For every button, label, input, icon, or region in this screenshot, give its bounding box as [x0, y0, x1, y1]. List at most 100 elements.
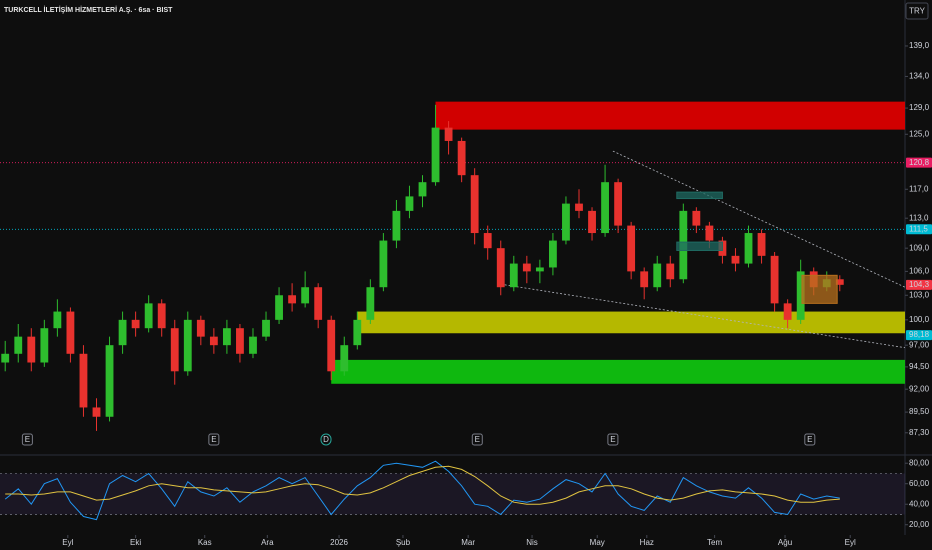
candle-body	[601, 182, 609, 234]
y-tick-label: 40,00	[909, 499, 930, 508]
candle-body	[53, 311, 62, 329]
candle-body	[131, 319, 140, 329]
candle-body	[340, 345, 349, 372]
candle-body	[835, 279, 844, 285]
candle-body	[118, 319, 127, 346]
candle-body	[27, 336, 36, 363]
x-tick-label: Haz	[640, 538, 654, 547]
candle-body	[196, 319, 205, 337]
y-tick-label: 125,0	[909, 129, 930, 138]
x-tick-label: Mar	[461, 538, 475, 547]
event-marker	[21, 433, 33, 446]
candle-body	[783, 303, 792, 320]
candle-body	[379, 240, 388, 288]
event-label: E	[211, 435, 216, 444]
candle-body	[692, 210, 701, 226]
candle-body	[105, 345, 114, 417]
candle-body	[457, 140, 466, 176]
candle-body	[535, 267, 544, 272]
x-tick-label: Kas	[198, 538, 212, 547]
candle-body	[353, 319, 362, 346]
candle-body	[301, 287, 310, 304]
candle-body	[183, 319, 192, 372]
zone	[435, 101, 905, 130]
rsi-line	[5, 465, 840, 505]
x-tick-label: May	[590, 538, 605, 547]
candle-body	[562, 203, 570, 241]
price-badge-label: 120,8	[909, 158, 930, 167]
trend-line	[612, 150, 906, 288]
price-badge	[906, 330, 932, 341]
event-marker	[804, 433, 816, 446]
candle-body	[249, 336, 257, 354]
currency-label[interactable]: TRY	[909, 7, 926, 16]
candle-body	[431, 127, 440, 183]
y-tick-label: 139,0	[909, 41, 930, 50]
candle-body	[418, 182, 427, 197]
candle-body	[392, 210, 401, 241]
candle-body	[14, 336, 23, 354]
candle-body	[666, 263, 675, 280]
candle-body	[575, 203, 583, 211]
currency-button[interactable]	[905, 2, 929, 20]
candle-body	[770, 255, 779, 304]
candle-body	[731, 255, 740, 264]
candle-body	[627, 225, 636, 272]
rsi-line	[4, 460, 840, 521]
event-marker	[471, 433, 483, 446]
y-tick-label: 94,50	[909, 362, 930, 371]
price-badge	[906, 279, 932, 290]
candle-body	[405, 196, 414, 211]
event-label: E	[807, 435, 812, 444]
y-tick-label: 103,0	[909, 290, 930, 299]
candle-body	[744, 233, 753, 264]
x-tick-label: Ağu	[778, 538, 792, 547]
candle-body	[236, 328, 244, 354]
candle-body	[92, 407, 101, 417]
box	[801, 274, 838, 304]
x-tick-label: 2026	[330, 538, 348, 547]
candle-body	[144, 303, 153, 329]
candle-body	[327, 319, 336, 372]
event-label: E	[25, 435, 30, 444]
candle-body	[79, 353, 88, 408]
candle-body	[444, 127, 453, 141]
candle-body	[157, 303, 166, 329]
y-tick-label: 92,00	[909, 384, 930, 393]
y-tick-label: 80,00	[909, 458, 930, 467]
y-tick-label: 106,0	[909, 266, 930, 275]
candle-body	[66, 311, 75, 354]
zone	[331, 359, 905, 384]
y-tick-label: 89,50	[909, 407, 930, 416]
candle-body	[653, 263, 662, 288]
y-tick-label: 60,00	[909, 479, 930, 488]
price-badge	[906, 157, 932, 168]
candle-body	[796, 271, 805, 320]
x-tick-label: Ara	[261, 538, 274, 547]
candle-body	[170, 328, 179, 372]
x-tick-label: Eki	[130, 538, 141, 547]
candle-body	[483, 233, 492, 249]
candle-body	[40, 328, 49, 363]
price-badge	[906, 224, 932, 235]
box	[676, 191, 723, 200]
box	[676, 241, 723, 251]
y-tick-label: 97,00	[909, 340, 930, 349]
candle-body	[548, 240, 557, 268]
x-tick-label: Tem	[707, 538, 722, 547]
price-badge-label: 104,3	[909, 280, 930, 289]
candle-body	[522, 263, 531, 272]
candle-body	[509, 263, 518, 288]
event-label: D	[323, 435, 329, 444]
candle-body	[262, 319, 270, 337]
y-tick-label: 129,0	[909, 103, 930, 112]
event-marker	[208, 433, 220, 446]
candle-body	[496, 248, 505, 288]
price-badge-label: 98,18	[909, 330, 930, 339]
event-marker	[607, 433, 619, 446]
candle-body	[705, 225, 714, 241]
candle-body	[314, 287, 323, 320]
symbol-title: TURKCELL İLETİŞİM HİZMETLERİ A.Ş. · 6sa …	[4, 6, 173, 14]
